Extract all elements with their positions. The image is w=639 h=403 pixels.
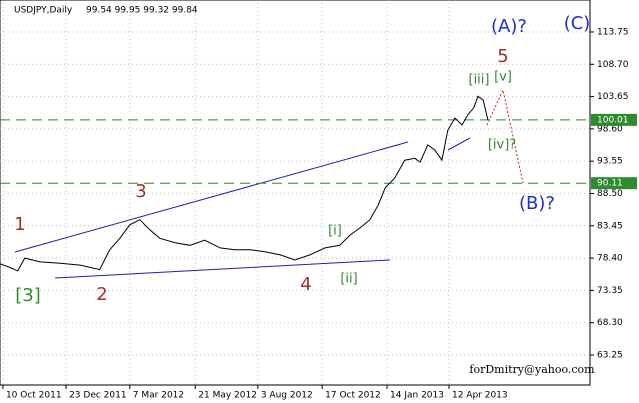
level-label: 100.01	[597, 115, 629, 125]
y-tick-label: 78.40	[597, 254, 623, 264]
x-tick-label: 23 Dec 2011	[69, 391, 127, 401]
x-tick-label: 14 Jan 2013	[390, 391, 444, 401]
x-tick-label: 3 Aug 2012	[261, 391, 313, 401]
levels	[0, 119, 590, 184]
level-label: 90.11	[597, 179, 623, 189]
y-tick-label: 103.65	[597, 92, 629, 102]
plot	[0, 95, 489, 272]
level-tag	[591, 177, 637, 190]
y-tick-label: 113.75	[597, 27, 629, 37]
wave-label: 5	[497, 46, 508, 67]
wave-label: (C)	[564, 13, 591, 34]
x-tick-label: 10 Oct 2011	[6, 391, 62, 401]
wave-label: 2	[96, 284, 107, 305]
y-tick-label: 63.25	[597, 351, 623, 361]
y-tick-label: 68.30	[597, 318, 623, 328]
y-tick-label: 98.60	[597, 124, 623, 134]
y-tick-label: 88.50	[597, 189, 623, 199]
wave-label: (A)?	[491, 16, 527, 37]
projection-line	[486, 88, 524, 184]
x-tick-label: 7 Mar 2012	[133, 391, 184, 401]
x-tick-label: 21 May 2012	[198, 391, 257, 401]
trend-line	[14, 141, 409, 253]
trend-line	[447, 137, 471, 151]
plot-frame	[0, 0, 591, 386]
y-tick-label: 73.35	[597, 286, 623, 296]
level-tag	[591, 113, 637, 126]
wave-label: (B)?	[519, 193, 555, 214]
wave-label: [ii]	[340, 272, 357, 287]
y-tick-label: 108.70	[597, 60, 629, 70]
y-tick-label: 93.55	[597, 157, 623, 167]
wave-label: [3]	[15, 285, 41, 306]
y-tick-label: 83.45	[597, 221, 623, 231]
ohlc: 99.54 99.95 99.32 99.84	[86, 6, 198, 16]
wave-label: [iv]?	[488, 138, 516, 153]
wave-label: [i]	[328, 224, 342, 239]
wave-label: [v]	[494, 70, 512, 85]
chart-title: USDJPY,Daily	[14, 6, 73, 16]
watermark: forDmitry@yahoo.com	[469, 363, 595, 376]
wave-label: [iii]	[469, 73, 490, 88]
wave-label: 1	[14, 214, 25, 235]
wave-label: 3	[135, 181, 146, 202]
trend-line	[54, 259, 391, 279]
wave-label: 4	[300, 274, 311, 295]
x-tick-label: 12 Apr 2013	[452, 391, 508, 401]
x-tick-label: 17 Oct 2012	[325, 391, 381, 401]
price-line	[0, 95, 489, 272]
